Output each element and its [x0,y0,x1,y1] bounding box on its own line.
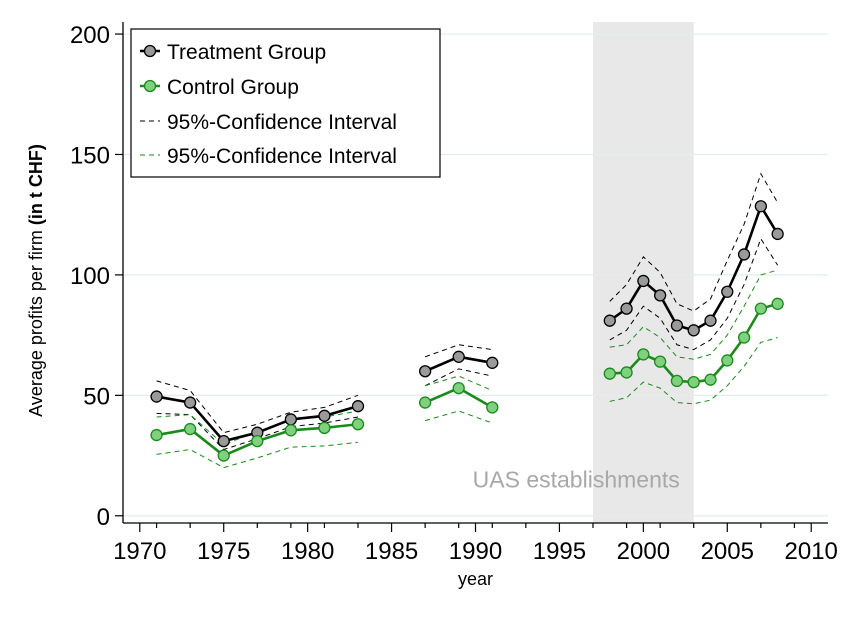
ci-line-s3-b1-seg1 [425,410,493,424]
control-group-point-1971 [150,428,163,442]
treatment-group-point-1998 [603,314,616,327]
x-axis-label: year [458,569,493,589]
treatment-group-point-1973 [183,396,197,409]
treatment-group-point-2008 [771,227,784,241]
treatment-group-point-1989 [452,350,465,363]
control-group-point-1981 [318,421,331,435]
treatment-group-point-1999 [620,302,633,315]
control-group-point-2006 [737,331,751,344]
control-group-point-1973 [183,422,197,436]
treatment-group-point-1979 [284,413,298,426]
y-axis-label-normal: Average profits per firm [26,225,46,417]
treatment-group-point-2004 [704,314,717,327]
treatment-group-point-1987 [418,365,432,378]
ci-line-s2-b0-seg1 [424,344,493,358]
ci-line-s2-b1-seg2 [609,237,779,351]
control-group-point-1999 [620,366,633,379]
control-group-point-1989 [452,381,465,395]
control-group-point-1975 [217,449,230,462]
y-tick-label-100: 100 [70,263,110,290]
control-group-point-1987 [418,396,432,409]
ci-line-s2-b0-seg0 [156,380,359,434]
legend-label-ci-control: 95%-Confidence Interval [167,145,397,168]
x-tick-label-2010: 2010 [785,538,838,565]
treatment-group-point-2006 [737,248,751,261]
y-axis-label-bold: (in t CHF) [26,144,46,225]
shaded-period-uas [593,22,694,523]
legend-marker-0 [143,44,157,58]
y-tick-label-50: 50 [83,383,110,410]
control-group-point-2002 [670,374,684,388]
ci-line-s2-b0-seg2 [609,172,779,312]
control-group-point-2008 [771,297,784,310]
treatment-group-point-1975 [217,434,230,448]
y-tick-label-200: 200 [70,22,110,49]
ci-line-s3-b0-seg1 [425,375,493,391]
x-tick-label-2000: 2000 [617,538,670,565]
control-group-point-1983 [351,418,365,431]
treatment-group-point-2005 [721,285,734,298]
annotation-uas-establishments: UAS establishments [473,467,680,493]
control-group-point-1998 [603,367,616,380]
legend-box [130,28,441,178]
legend: Treatment Group Control Group 95%-Confid… [130,28,441,178]
ci-line-s2-b1-seg1 [424,368,493,387]
x-tick-label-2005: 2005 [701,538,754,565]
x-tick-label-1980: 1980 [281,538,334,565]
legend-marker-1 [143,79,157,93]
legend-item-control: Control Group [140,76,299,99]
control-group-point-2000 [637,348,650,361]
x-tick-label-1995: 1995 [533,538,586,565]
legend-label-treatment: Treatment Group [167,41,326,64]
x-tick-label-1985: 1985 [365,538,418,565]
treatment-group-point-1981 [318,409,331,422]
legend-item-ci-control: 95%-Confidence Interval [140,145,397,168]
y-axis-label: Average profits per firm (in t CHF) [26,144,46,417]
ci-line-s3-b1-seg0 [156,441,359,469]
x-tick-label-1990: 1990 [449,538,502,565]
treatment-group-point-2002 [670,319,684,332]
treatment-group-point-2000 [637,274,650,288]
treatment-group-point-1991 [486,356,499,369]
x-axis-ticks: 1970 1975 1980 1985 1990 1995 2000 2005 2010 [113,523,838,565]
x-tick-label-1975: 1975 [197,538,250,565]
treatment-group-point-2001 [653,289,667,302]
ci-line-s3-b1-seg2 [609,337,778,405]
legend-label-ci-treatment: 95%-Confidence Interval [167,111,397,134]
y-axis-ticks: 0 50 100 150 200 [70,22,123,531]
series-lines [150,200,784,462]
treatment-group-point-1971 [150,390,163,403]
control-group-point-1977 [251,434,264,448]
control-group-point-1991 [486,401,499,414]
y-tick-label-150: 150 [70,142,110,169]
legend-item-ci-treatment: 95%-Confidence Interval [140,111,397,134]
control-group-point-2001 [653,355,667,368]
ci-line-s3-b0-seg2 [609,269,778,360]
control-group-point-2005 [721,354,734,367]
control-group-point-2004 [704,373,717,386]
control-group-point-1979 [284,424,298,437]
control-group-point-2007 [754,302,768,315]
treatment-group-point-1983 [351,400,365,413]
x-tick-label-1970: 1970 [113,538,166,565]
treatment-group-point-2003 [687,324,700,337]
legend-label-control: Control Group [167,76,299,99]
y-tick-label-0: 0 [97,504,110,531]
legend-item-treatment: Treatment Group [140,41,326,64]
control-group-point-2003 [687,375,700,389]
treatment-group-point-2007 [754,200,768,213]
